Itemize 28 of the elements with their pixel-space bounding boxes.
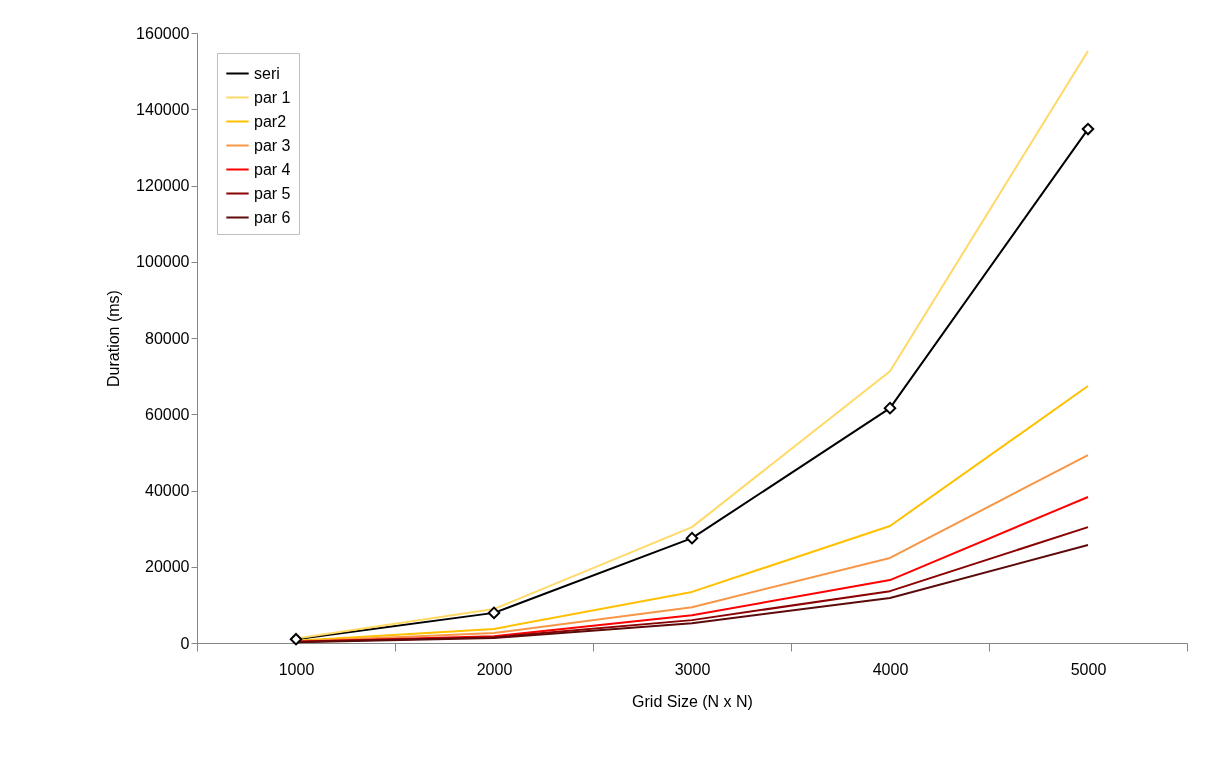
- y-tick-label: 80000: [145, 329, 190, 347]
- legend-label: par 5: [254, 184, 291, 202]
- y-axis-title: Duration (ms): [105, 290, 123, 387]
- legend-label: par 3: [254, 136, 291, 154]
- x-axis-title: Grid Size (N x N): [632, 692, 753, 710]
- legend-label: seri: [254, 64, 280, 82]
- point: [289, 632, 303, 646]
- point: [685, 531, 699, 545]
- y-tick-label: 20000: [145, 558, 190, 576]
- x-tick-label: 5000: [1070, 660, 1107, 678]
- legend-label: par2: [254, 112, 287, 130]
- legend-label: par 6: [254, 208, 291, 226]
- y-tick-label: 60000: [145, 405, 190, 423]
- y-tick-label: 100000: [136, 253, 190, 271]
- x-tick-label: 2000: [476, 660, 513, 678]
- y-tick-label: 140000: [136, 100, 190, 118]
- x-tick-label: 1000: [278, 660, 315, 678]
- y-tick-label: 40000: [145, 482, 190, 499]
- point: [1081, 122, 1095, 136]
- y-tick-label: 120000: [136, 177, 190, 194]
- point: [883, 401, 897, 415]
- point: [487, 606, 501, 620]
- y-tick-label: 0: [180, 634, 190, 652]
- y-tick-label: 160000: [136, 24, 190, 42]
- x-tick-label: 3000: [674, 660, 711, 678]
- x-tick-label: 4000: [872, 660, 909, 678]
- legend-label: par 1: [254, 88, 291, 106]
- legend-label: par 4: [254, 160, 291, 178]
